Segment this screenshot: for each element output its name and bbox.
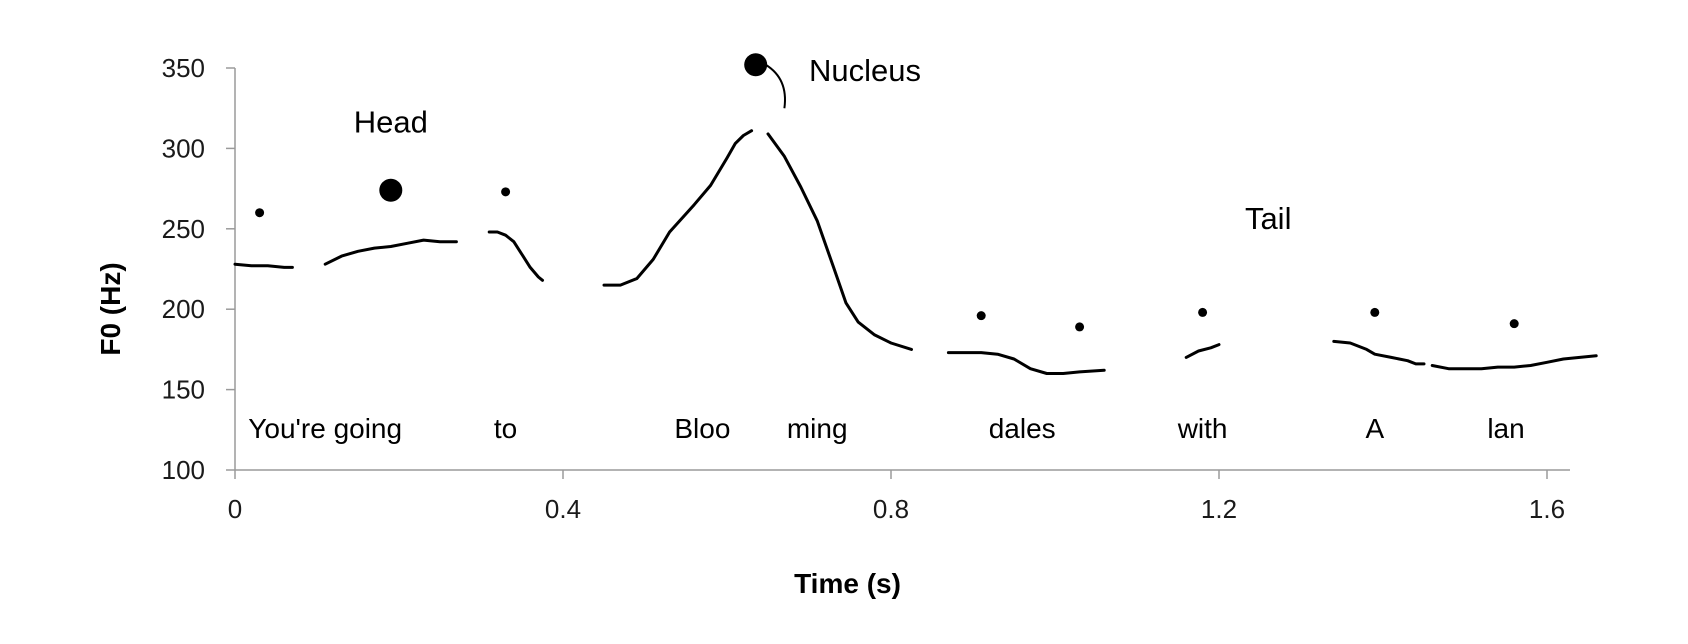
syllable-label: to (494, 413, 517, 444)
syllable-label: with (1177, 413, 1228, 444)
f0-contour-segment (1184, 343, 1221, 359)
annotation-label: Head (354, 104, 428, 139)
y-tick-label: 250 (162, 214, 205, 244)
annotation-connectors (765, 63, 786, 109)
y-ticks: 100 150 200 250 300 350 (162, 53, 235, 485)
y-tick-label: 350 (162, 53, 205, 83)
stress-dot (1198, 307, 1208, 317)
syllable-label: Bloo (674, 413, 730, 444)
f0-contour-segment (1332, 339, 1426, 366)
y-tick-label: 300 (162, 133, 205, 163)
annotation-label: Tail (1245, 201, 1292, 236)
x-tick-label: 0 (228, 494, 242, 524)
axes (234, 68, 1570, 471)
syllable-label: A (1365, 413, 1384, 444)
annotation-label: Nucleus (809, 53, 921, 88)
stress-dots (255, 53, 1519, 332)
f0-contour-segment (323, 238, 458, 266)
annotations: Head Nucleus Tail (354, 53, 1292, 236)
f0-contour-segment (602, 129, 754, 287)
y-tick-label: 100 (162, 455, 205, 485)
f0-contour-segment (946, 351, 1106, 375)
stress-dot (255, 208, 265, 218)
x-axis-title: Time (s) (794, 568, 901, 599)
f0-contours (233, 129, 1598, 375)
x-tick-label: 0.4 (545, 494, 581, 524)
syllable-label: You're going (248, 413, 402, 444)
x-tick-label: 1.2 (1201, 494, 1237, 524)
y-tick-label: 150 (162, 375, 205, 405)
x-ticks: 0 0.4 0.8 1.2 1.6 (228, 470, 1565, 524)
stress-dot (501, 187, 511, 197)
y-tick-label: 200 (162, 294, 205, 324)
syllable-label: lan (1487, 413, 1524, 444)
f0-contour-segment (233, 262, 294, 269)
nucleus-connector-line (765, 63, 786, 109)
f0-contour-segment (766, 132, 913, 351)
stress-dot (1075, 322, 1085, 332)
syllable-label: dales (989, 413, 1056, 444)
f0-contour-segment (1430, 354, 1598, 371)
stress-dot-large (744, 53, 768, 77)
x-tick-label: 0.8 (873, 494, 909, 524)
stress-dot (976, 311, 986, 321)
stress-dot-large (379, 178, 403, 202)
x-tick-label: 1.6 (1529, 494, 1565, 524)
y-axis-title: F0 (Hz) (95, 262, 126, 355)
f0-contour-segment (487, 230, 544, 282)
stress-dot (1370, 307, 1380, 317)
syllable-label: ming (787, 413, 848, 444)
stress-dot (1509, 319, 1519, 329)
